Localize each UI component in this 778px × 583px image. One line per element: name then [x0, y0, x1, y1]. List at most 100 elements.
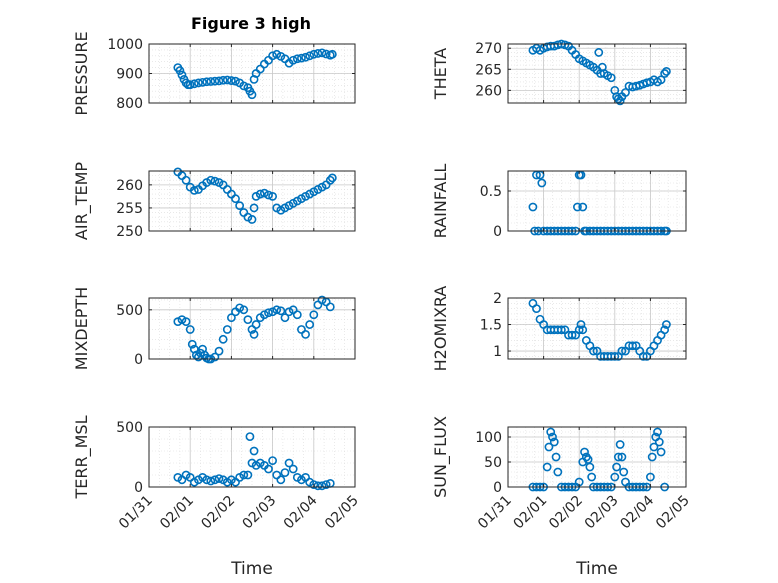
- y-tick-label: 255: [116, 201, 143, 217]
- y-tick-label: 2: [493, 291, 502, 307]
- data-point: [189, 185, 199, 195]
- data-point: [218, 334, 228, 344]
- data-point: [264, 190, 273, 200]
- data-point: [549, 437, 559, 447]
- data-point: [249, 203, 259, 213]
- x-tick-label: 02/02: [198, 493, 238, 533]
- x-tick-label: 02/02: [546, 493, 586, 533]
- data-point: [226, 76, 236, 85]
- data-point: [251, 320, 261, 329]
- data-point: [305, 320, 315, 329]
- data-point: [537, 178, 547, 188]
- x-axis-label: Time: [575, 559, 618, 579]
- data-point: [574, 325, 584, 335]
- data-point: [185, 325, 195, 334]
- x-axis-label: Time: [230, 559, 273, 579]
- y-tick-label: 900: [116, 67, 143, 83]
- data-point: [268, 51, 277, 61]
- data-point: [580, 447, 589, 457]
- y-axis-label: PRESSURE: [72, 31, 91, 115]
- data-point: [177, 315, 187, 325]
- data-point: [185, 80, 195, 90]
- data-point: [206, 175, 216, 185]
- data-point: [542, 462, 552, 472]
- data-point: [243, 315, 253, 325]
- data-point: [292, 54, 302, 64]
- data-point: [198, 77, 207, 87]
- y-tick-label: 800: [116, 96, 143, 112]
- data-point: [272, 305, 282, 315]
- data-point: [222, 75, 232, 85]
- data-point: [239, 470, 249, 480]
- data-point: [206, 77, 216, 86]
- data-point: [646, 472, 655, 482]
- data-point: [610, 351, 620, 361]
- data-point: [210, 475, 220, 485]
- data-point: [612, 462, 621, 472]
- data-point: [528, 202, 538, 212]
- data-point: [662, 66, 671, 76]
- data-point: [231, 194, 240, 204]
- axes-box: [507, 43, 687, 104]
- y-tick-label: 0: [493, 480, 502, 496]
- data-point: [317, 295, 327, 305]
- data-point: [313, 49, 323, 58]
- data-point: [284, 307, 294, 317]
- data-point: [321, 480, 331, 489]
- panel-3: 0 0.5 RAINFALL: [431, 164, 687, 240]
- data-point: [313, 481, 323, 491]
- data-point: [210, 76, 220, 86]
- data-point: [305, 51, 315, 61]
- data-point: [268, 456, 277, 465]
- data-point: [656, 447, 666, 457]
- data-point: [268, 307, 277, 317]
- y-tick-label: 265: [475, 62, 502, 78]
- data-point: [656, 75, 666, 85]
- data-point: [181, 175, 191, 185]
- data-point: [214, 474, 224, 483]
- axes-box: [148, 170, 356, 232]
- x-tick-label: 02/05: [322, 493, 362, 533]
- data-point: [288, 55, 298, 65]
- y-tick-label: 500: [116, 303, 143, 319]
- data-point: [628, 341, 637, 351]
- data-point: [206, 476, 216, 486]
- y-tick-label: 260: [116, 178, 143, 194]
- data-point: [532, 304, 541, 314]
- data-point: [589, 346, 598, 356]
- y-tick-label: 0: [134, 480, 143, 496]
- axes-box: [507, 170, 687, 232]
- data-point: [662, 320, 671, 329]
- data-point: [642, 78, 652, 88]
- data-point: [654, 437, 664, 447]
- y-tick-label: 250: [116, 224, 143, 240]
- y-axis-label: MIXDEPTH: [72, 287, 91, 370]
- data-point: [247, 215, 257, 224]
- x-tick-label: 01/31: [116, 493, 156, 533]
- figure-title: Figure 3 high: [191, 14, 311, 33]
- data-point: [617, 452, 627, 462]
- data-point: [606, 73, 616, 83]
- y-tick-label: 1000: [107, 37, 143, 53]
- data-point: [585, 462, 595, 472]
- data-point: [327, 49, 337, 59]
- data-point: [621, 88, 630, 97]
- data-point: [247, 90, 257, 100]
- panel-1: 260 265 270 THETA: [431, 39, 687, 106]
- x-tick-label: 02/03: [240, 493, 280, 533]
- data-point: [235, 201, 245, 211]
- data-point: [551, 452, 561, 462]
- data-point: [284, 458, 294, 468]
- data-point: [576, 320, 586, 329]
- data-point: [594, 48, 604, 57]
- y-tick-label: 0: [134, 352, 143, 368]
- panel-5: 1 1.5 2 H2OMIXRA: [431, 286, 687, 371]
- data-point: [613, 452, 623, 462]
- data-point: [610, 472, 620, 482]
- data-point: [573, 202, 582, 212]
- data-point: [325, 302, 335, 312]
- x-tick-label: 02/01: [157, 493, 197, 533]
- data-point: [660, 69, 670, 78]
- data-point: [181, 317, 191, 327]
